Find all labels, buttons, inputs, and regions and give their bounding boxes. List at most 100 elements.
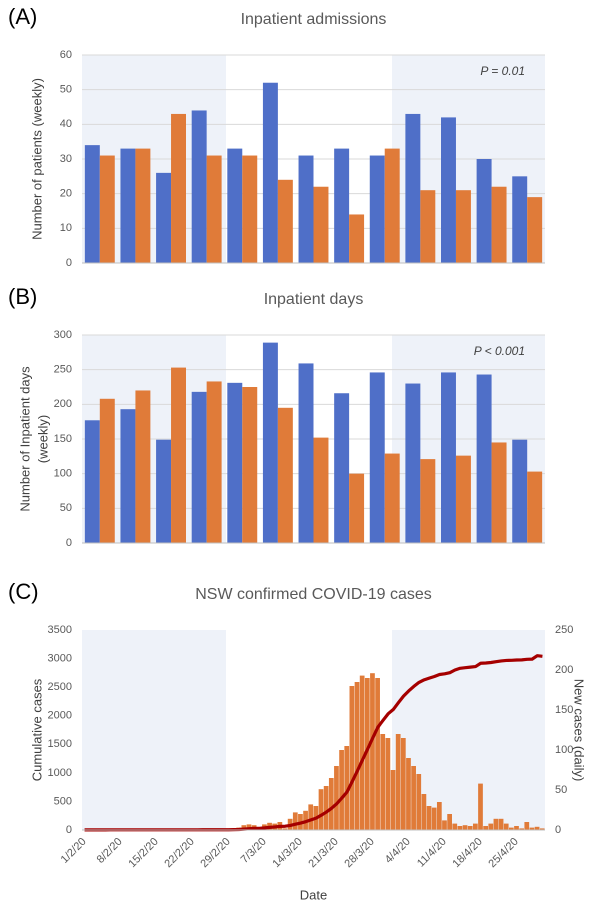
bar xyxy=(298,363,314,543)
bar xyxy=(385,738,391,830)
bar xyxy=(292,812,298,830)
y2-tick-label: 100 xyxy=(555,744,573,756)
bar xyxy=(529,827,535,830)
bar xyxy=(339,750,344,830)
bar xyxy=(277,179,293,263)
bar xyxy=(476,374,492,543)
bar xyxy=(171,367,186,543)
bar xyxy=(462,825,468,830)
bar xyxy=(334,393,350,543)
bar xyxy=(442,820,447,830)
y-tick-label: 3000 xyxy=(48,652,72,664)
bar xyxy=(527,197,543,263)
bar xyxy=(406,758,411,830)
bar xyxy=(539,828,545,830)
bar xyxy=(171,113,186,263)
bar xyxy=(472,823,478,830)
bar xyxy=(455,190,471,263)
y-tick-label: 200 xyxy=(54,398,72,410)
bar xyxy=(426,806,432,830)
bar xyxy=(364,678,370,830)
bar xyxy=(395,734,401,830)
x-tick-label: 7/3/20 xyxy=(239,836,269,866)
bar xyxy=(349,686,355,830)
bar xyxy=(298,155,314,263)
y2-tick-label: 150 xyxy=(555,704,573,716)
x-tick-label: 28/3/20 xyxy=(342,836,376,870)
bar xyxy=(524,822,530,830)
bar xyxy=(206,155,222,263)
y-tick-label: 3500 xyxy=(48,624,72,636)
bar xyxy=(503,823,509,830)
y-tick-label: 60 xyxy=(60,49,72,61)
chart-title: Inpatient admissions xyxy=(241,11,387,28)
bar xyxy=(455,455,471,543)
bar xyxy=(323,786,329,830)
bar xyxy=(467,826,473,830)
y-tick-label: 30 xyxy=(60,153,72,165)
bar xyxy=(262,342,278,543)
bar xyxy=(491,186,507,263)
bar xyxy=(227,382,243,543)
bar xyxy=(369,155,385,263)
shade xyxy=(82,630,226,830)
bar xyxy=(476,159,492,263)
bar xyxy=(420,190,436,263)
bar xyxy=(344,746,350,830)
x-tick-label: 11/4/20 xyxy=(415,836,449,870)
x-axis-label: Date xyxy=(300,887,327,902)
bar xyxy=(277,407,293,543)
bar xyxy=(242,387,258,543)
bar xyxy=(493,818,499,830)
y-tick-label: 0 xyxy=(66,257,72,269)
y-tick-label: 150 xyxy=(54,433,72,445)
chart-title: Inpatient days xyxy=(264,291,364,308)
bar xyxy=(411,766,416,830)
bar xyxy=(478,783,483,830)
y2-tick-label: 250 xyxy=(555,624,573,636)
panel-label: (B) xyxy=(8,284,37,309)
bar xyxy=(390,770,396,830)
bar xyxy=(84,420,100,543)
bar xyxy=(262,82,278,263)
y-tick-label: 50 xyxy=(60,84,72,96)
y-tick-label: 500 xyxy=(54,795,72,807)
annotation: P = 0.01 xyxy=(480,64,525,78)
bar xyxy=(84,145,100,263)
bar xyxy=(227,148,243,263)
bar xyxy=(498,818,504,830)
y-axis-label: Number of patients (weekly) xyxy=(29,78,44,240)
x-tick-label: 1/2/20 xyxy=(59,836,89,866)
bar xyxy=(369,372,385,543)
x-tick-label: 22/2/20 xyxy=(162,836,196,870)
bar xyxy=(416,774,422,830)
y-axis-label: (weekly) xyxy=(35,415,50,463)
bar xyxy=(349,473,365,543)
bar xyxy=(349,214,365,263)
bar xyxy=(191,110,207,263)
x-tick-label: 4/4/20 xyxy=(383,836,413,866)
y-axis-label: Cumulative cases xyxy=(29,678,44,781)
bar xyxy=(242,155,258,263)
bar xyxy=(436,802,442,830)
bar xyxy=(483,826,488,830)
bar xyxy=(156,439,172,543)
bar xyxy=(120,409,136,543)
x-tick-label: 8/2/20 xyxy=(95,836,125,866)
bar xyxy=(206,381,222,543)
bar xyxy=(384,148,400,263)
bar xyxy=(512,176,528,263)
bar xyxy=(447,814,452,830)
bar xyxy=(370,673,375,830)
y-tick-label: 50 xyxy=(60,502,72,514)
bar xyxy=(191,391,207,543)
y-axis-label: Number of Inpatient days xyxy=(17,366,32,512)
bar xyxy=(380,734,386,830)
bar xyxy=(519,828,525,830)
bar xyxy=(99,155,115,263)
bar xyxy=(405,383,421,543)
y-tick-label: 10 xyxy=(60,222,72,234)
bar xyxy=(375,678,380,830)
bar xyxy=(491,442,507,543)
